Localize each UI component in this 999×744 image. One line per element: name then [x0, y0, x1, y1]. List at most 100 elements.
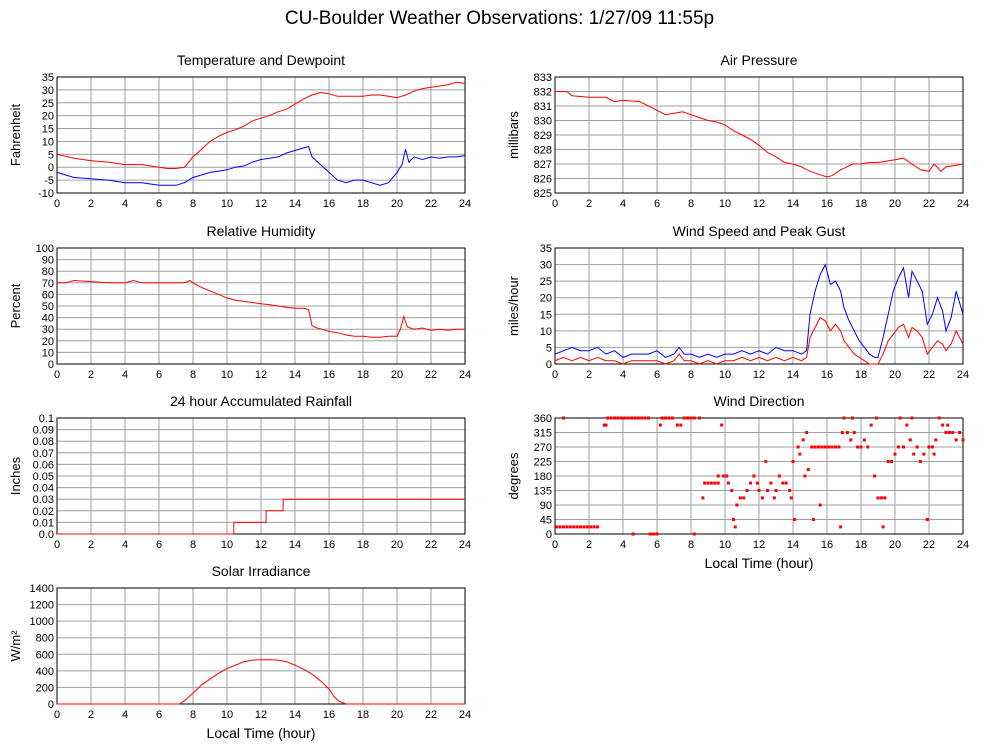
solar-y-tick-label: 1200: [30, 600, 54, 612]
direction-point: [896, 445, 900, 449]
direction-point: [879, 496, 883, 500]
direction-point: [698, 416, 701, 420]
temp-x-tick-label: 16: [323, 198, 335, 210]
direction-point: [840, 431, 844, 434]
direction-point: [755, 481, 759, 485]
direction-x-tick-label: 18: [855, 539, 867, 551]
direction-y-tick-label: 315: [534, 428, 552, 440]
wind-y-tick-label: 0: [546, 359, 552, 371]
direction-point: [701, 496, 705, 500]
solar-y-tick-label: 1400: [30, 583, 54, 595]
direction-point: [721, 474, 725, 478]
direction-point: [749, 481, 752, 485]
direction-point: [686, 416, 690, 420]
direction-point: [934, 438, 938, 442]
direction-x-tick-label: 6: [654, 539, 660, 551]
direction-point: [655, 532, 659, 536]
direction-point: [910, 416, 914, 420]
direction-point: [579, 525, 582, 529]
direction-point: [660, 416, 664, 420]
direction-point: [951, 431, 955, 434]
solar-x-tick-label: 16: [323, 709, 335, 721]
temp-y-tick-label: 35: [42, 72, 54, 84]
solar-x-tick-label: 10: [221, 709, 233, 721]
direction-y-tick-label: 180: [534, 471, 552, 483]
direction-point: [905, 423, 909, 427]
temp-series-temperature: [56, 81, 466, 169]
humidity-y-tick-label: 100: [36, 243, 54, 255]
direction-point: [752, 474, 756, 478]
pressure-x-tick-label: 0: [552, 198, 558, 210]
direction-point: [886, 460, 890, 463]
direction-point: [922, 452, 926, 456]
direction-x-tick-label: 12: [753, 539, 765, 551]
direction-y-tick-label: 135: [534, 486, 552, 498]
rain-y-tick-label: 0.0: [39, 529, 54, 541]
direction-point: [679, 423, 683, 427]
direction-point: [648, 532, 652, 536]
humidity-x-tick-label: 12: [255, 369, 267, 381]
direction-point: [658, 423, 662, 427]
wind-x-tick-label: 18: [855, 369, 867, 381]
temp-y-tick-label: 25: [42, 98, 54, 110]
direction-point: [803, 474, 807, 478]
rain-series-rainfall: [57, 498, 465, 535]
rain-plot-frame: [56, 417, 466, 535]
humidity-y-tick-label: 60: [42, 289, 54, 301]
direction-point: [562, 416, 565, 420]
wind-y-axis-label: miles/hour: [506, 275, 521, 336]
pressure-y-tick-label: 830: [534, 116, 552, 128]
wind-x-tick-label: 0: [552, 369, 558, 381]
direction-point: [585, 525, 589, 529]
direction-point: [675, 423, 679, 427]
direction-x-tick-label: 16: [821, 539, 833, 551]
direction-point: [784, 481, 788, 485]
rain-x-tick-label: 8: [190, 539, 196, 551]
direction-point: [820, 445, 824, 449]
direction-point: [898, 416, 902, 420]
pressure-x-tick-label: 22: [923, 198, 935, 210]
humidity-y-tick-label: 0: [48, 359, 54, 371]
humidity-x-tick-label: 20: [391, 369, 403, 381]
direction-point: [927, 445, 931, 449]
direction-point: [849, 438, 853, 442]
direction-x-tick-label: 2: [586, 539, 592, 551]
direction-point: [930, 445, 934, 449]
direction-point: [555, 525, 559, 529]
direction-point: [941, 423, 945, 427]
rain-y-tick-label: 0.01: [33, 517, 54, 529]
wind-x-tick-label: 12: [753, 369, 765, 381]
pressure-x-tick-label: 6: [654, 198, 660, 210]
direction-point: [562, 525, 565, 529]
humidity-x-tick-label: 14: [289, 369, 301, 381]
solar-y-tick-label: 400: [36, 666, 54, 678]
direction-point: [856, 445, 860, 449]
direction-point: [619, 416, 623, 420]
humidity-x-tick-label: 6: [156, 369, 162, 381]
direction-point: [801, 438, 805, 442]
direction-point: [912, 452, 916, 456]
rain-y-tick-label: 0.06: [33, 459, 54, 471]
direction-y-tick-label: 90: [540, 500, 552, 512]
wind-y-tick-label: 30: [540, 260, 552, 272]
pressure-y-tick-label: 831: [534, 101, 552, 113]
direction-point: [602, 423, 606, 427]
direction-point: [716, 474, 720, 478]
direction-point: [757, 489, 761, 492]
direction-x-axis-label: Local Time (hour): [705, 555, 814, 571]
rain-y-axis-label: Inches: [8, 456, 23, 495]
direction-point: [806, 468, 810, 472]
direction-x-tick-label: 20: [889, 539, 901, 551]
direction-point: [859, 445, 863, 449]
direction-point: [732, 518, 735, 521]
pressure-x-tick-label: 16: [821, 198, 833, 210]
temp-x-tick-label: 10: [221, 198, 233, 210]
solar-y-tick-label: 1000: [30, 616, 54, 628]
direction-point: [902, 445, 905, 449]
wind-x-tick-label: 16: [821, 369, 833, 381]
direction-point: [774, 489, 778, 492]
direction-point: [890, 460, 894, 463]
